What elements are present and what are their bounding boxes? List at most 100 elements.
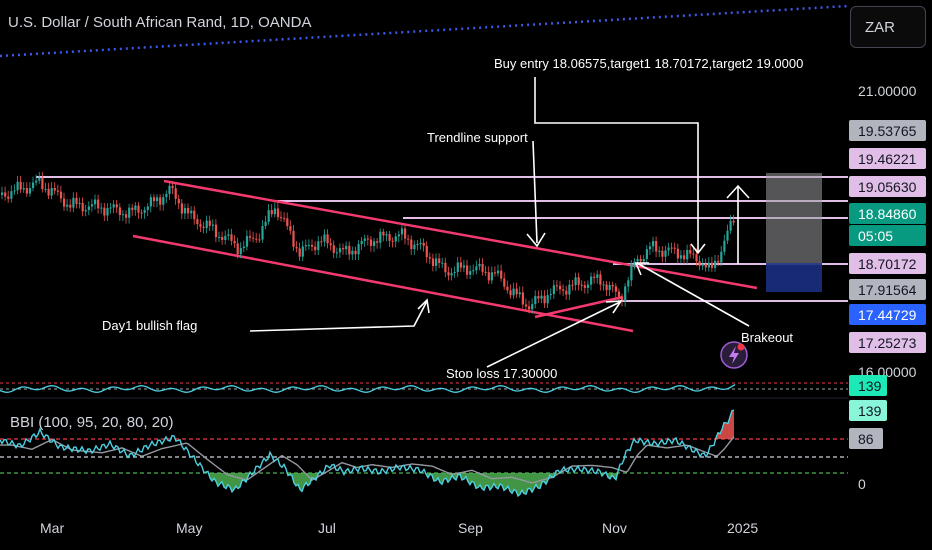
candle-body	[599, 274, 602, 285]
candle-body	[534, 296, 537, 305]
stoploss-note[interactable]: Stop loss 17.30000	[446, 366, 558, 378]
candle-body	[295, 246, 298, 249]
candle-body	[38, 177, 41, 181]
candle-body	[214, 224, 218, 238]
candle-body	[323, 234, 326, 242]
bbi-oversold-fill	[0, 473, 734, 496]
candle-body	[652, 241, 655, 247]
candle-body	[441, 262, 444, 264]
candle-body	[360, 240, 363, 245]
candle-body	[732, 220, 735, 223]
price-tag-0: 19.53765	[849, 120, 926, 141]
candle-body	[379, 231, 382, 243]
candle-body	[121, 214, 125, 216]
candle-body	[673, 247, 676, 249]
candle-body	[326, 234, 329, 244]
candle-body	[357, 244, 360, 255]
candle-body	[466, 265, 469, 275]
candle-body	[450, 273, 453, 276]
candle-body	[562, 289, 565, 291]
candle-body	[633, 261, 636, 264]
bbi-main-line	[0, 409, 735, 498]
candle-body	[255, 238, 258, 240]
candle-body	[10, 191, 13, 199]
oscillator-tag-2: 86	[849, 428, 883, 449]
candle-body	[543, 295, 546, 304]
candle-body	[404, 228, 407, 239]
bbi-signal-line	[0, 436, 735, 484]
candle-body	[270, 210, 273, 215]
buy-entry-note[interactable]: Buy entry 18.06575,target1 18.70172,targ…	[494, 56, 804, 71]
bbi-overbought-fill	[700, 410, 734, 439]
candle-body	[205, 220, 208, 229]
candle-body	[416, 244, 419, 246]
candle-body	[56, 190, 59, 192]
candle-body	[627, 280, 630, 287]
candle-body	[661, 250, 664, 257]
breakout-note[interactable]: Brakeout	[741, 330, 794, 345]
candle-body	[19, 181, 22, 190]
candle-body	[69, 204, 72, 208]
candle-body	[394, 236, 397, 242]
candle-body	[431, 258, 435, 266]
candle-body	[453, 272, 456, 274]
price-tag-5: 18.70172	[849, 253, 926, 274]
candle-body	[177, 198, 180, 204]
candle-body	[729, 220, 732, 231]
candle-body	[35, 180, 38, 183]
candle-body	[28, 188, 32, 194]
candle-body	[574, 277, 577, 286]
candle-body	[233, 240, 236, 244]
time-label-nov: Nov	[602, 520, 627, 536]
candle-body	[413, 244, 416, 250]
candle-body	[428, 257, 431, 259]
candle-body	[230, 234, 233, 241]
candle-body	[87, 206, 90, 211]
candle-body	[642, 258, 645, 262]
candle-body	[97, 199, 100, 209]
candle-body	[397, 234, 400, 237]
candle-body	[546, 295, 549, 304]
candle-body	[497, 270, 500, 274]
candle-body	[692, 253, 695, 255]
candle-body	[351, 250, 354, 255]
candle-body	[90, 204, 94, 207]
candle-body	[280, 217, 283, 219]
candle-body	[400, 228, 404, 235]
time-label-may: May	[176, 520, 203, 536]
candle-body	[261, 225, 264, 240]
candle-body	[621, 296, 624, 301]
trendline-note[interactable]: Trendline support	[427, 130, 528, 145]
candle-body	[689, 250, 692, 254]
candle-body	[190, 210, 193, 214]
candle-body	[701, 264, 704, 266]
target-zone[interactable]	[766, 173, 822, 263]
alert-icon[interactable]	[720, 341, 748, 369]
candle-body	[540, 295, 543, 299]
candle-body	[208, 220, 211, 226]
candle-body	[1, 192, 4, 195]
candle-body	[143, 209, 146, 213]
symbol-title[interactable]: U.S. Dollar / South African Rand, 1D, OA…	[8, 14, 312, 31]
price-tag-4: 05:05	[849, 225, 926, 246]
currency-button[interactable]: ZAR	[850, 6, 926, 48]
candle-body	[391, 240, 394, 242]
candle-body	[168, 185, 171, 194]
candle-body	[218, 236, 221, 238]
entry-arrow-line	[534, 77, 699, 252]
indicator-label[interactable]: BBI (100, 95, 20, 80, 20)	[10, 414, 174, 431]
candle-body	[373, 241, 376, 246]
candle-body	[710, 262, 714, 268]
candle-body	[342, 248, 345, 250]
price-tag-8: 17.25273	[849, 332, 926, 353]
candle-body	[596, 274, 599, 278]
price-tag-3: 18.84860	[849, 203, 926, 224]
candle-body	[512, 288, 515, 296]
candle-body	[425, 245, 428, 258]
flag-note[interactable]: Day1 bullish flag	[102, 318, 198, 333]
candle-body	[695, 254, 698, 262]
candle-body	[679, 255, 683, 259]
candle-body	[376, 241, 379, 243]
stop-zone[interactable]	[766, 263, 822, 292]
